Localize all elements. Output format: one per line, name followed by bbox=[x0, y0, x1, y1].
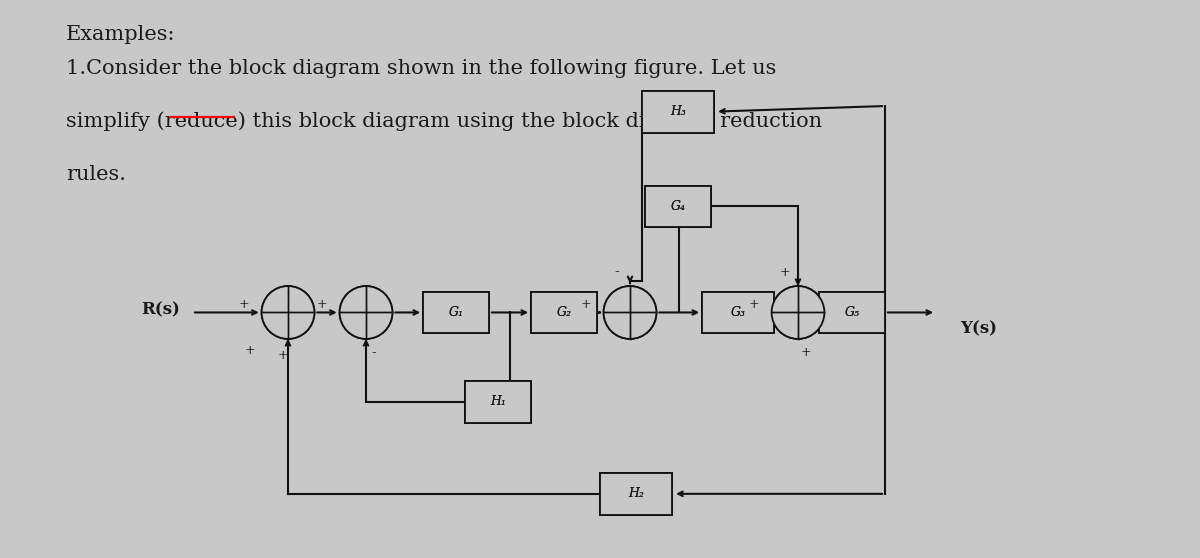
Text: +: + bbox=[581, 298, 590, 311]
Text: +: + bbox=[239, 298, 248, 311]
Bar bbox=[424, 291, 490, 333]
Bar bbox=[642, 90, 714, 132]
Text: +: + bbox=[317, 298, 326, 311]
Text: -: - bbox=[614, 265, 619, 279]
Bar bbox=[646, 185, 710, 228]
Text: G₁: G₁ bbox=[449, 306, 463, 319]
Text: G₄: G₄ bbox=[671, 200, 685, 213]
Text: G₅: G₅ bbox=[845, 306, 859, 319]
Text: H₂: H₂ bbox=[628, 487, 644, 501]
Ellipse shape bbox=[772, 286, 824, 339]
Text: H₃: H₃ bbox=[670, 105, 686, 118]
Text: G₁: G₁ bbox=[449, 306, 463, 319]
Text: H₁: H₁ bbox=[490, 395, 506, 408]
Text: +: + bbox=[749, 298, 758, 311]
Text: G₂: G₂ bbox=[557, 306, 571, 319]
Ellipse shape bbox=[262, 286, 314, 339]
Bar bbox=[702, 291, 774, 333]
Text: -: - bbox=[372, 346, 377, 360]
Ellipse shape bbox=[604, 286, 656, 339]
Ellipse shape bbox=[604, 286, 656, 339]
Text: 1.Consider the block diagram shown in the following figure. Let us: 1.Consider the block diagram shown in th… bbox=[66, 59, 776, 78]
Text: rules.: rules. bbox=[66, 165, 126, 184]
Bar bbox=[530, 291, 596, 333]
Text: G₃: G₃ bbox=[731, 306, 745, 319]
Ellipse shape bbox=[262, 286, 314, 339]
Ellipse shape bbox=[340, 286, 392, 339]
Text: +: + bbox=[277, 349, 288, 362]
Text: Examples:: Examples: bbox=[66, 25, 175, 44]
Text: simplify (reduce) this block diagram using the block diagram reduction: simplify (reduce) this block diagram usi… bbox=[66, 112, 822, 131]
Bar bbox=[818, 291, 886, 333]
Text: H₁: H₁ bbox=[490, 395, 506, 408]
Bar bbox=[464, 381, 530, 423]
Ellipse shape bbox=[340, 286, 392, 339]
Text: H₂: H₂ bbox=[628, 487, 644, 501]
Bar bbox=[600, 473, 672, 514]
Text: G₅: G₅ bbox=[845, 306, 859, 319]
Text: +: + bbox=[245, 344, 254, 357]
Bar bbox=[702, 291, 774, 333]
Bar bbox=[646, 185, 710, 228]
Bar bbox=[600, 473, 672, 514]
Bar bbox=[818, 291, 886, 333]
Text: Y(s): Y(s) bbox=[960, 321, 997, 338]
Text: +: + bbox=[780, 266, 790, 278]
Bar bbox=[464, 381, 530, 423]
Text: G₃: G₃ bbox=[731, 306, 745, 319]
Text: G₂: G₂ bbox=[557, 306, 571, 319]
Text: H₃: H₃ bbox=[670, 105, 686, 118]
Text: G₄: G₄ bbox=[671, 200, 685, 213]
Ellipse shape bbox=[772, 286, 824, 339]
Bar bbox=[530, 291, 596, 333]
Bar bbox=[424, 291, 490, 333]
Text: +: + bbox=[800, 347, 811, 359]
Bar bbox=[642, 90, 714, 132]
Text: R(s): R(s) bbox=[142, 301, 180, 318]
